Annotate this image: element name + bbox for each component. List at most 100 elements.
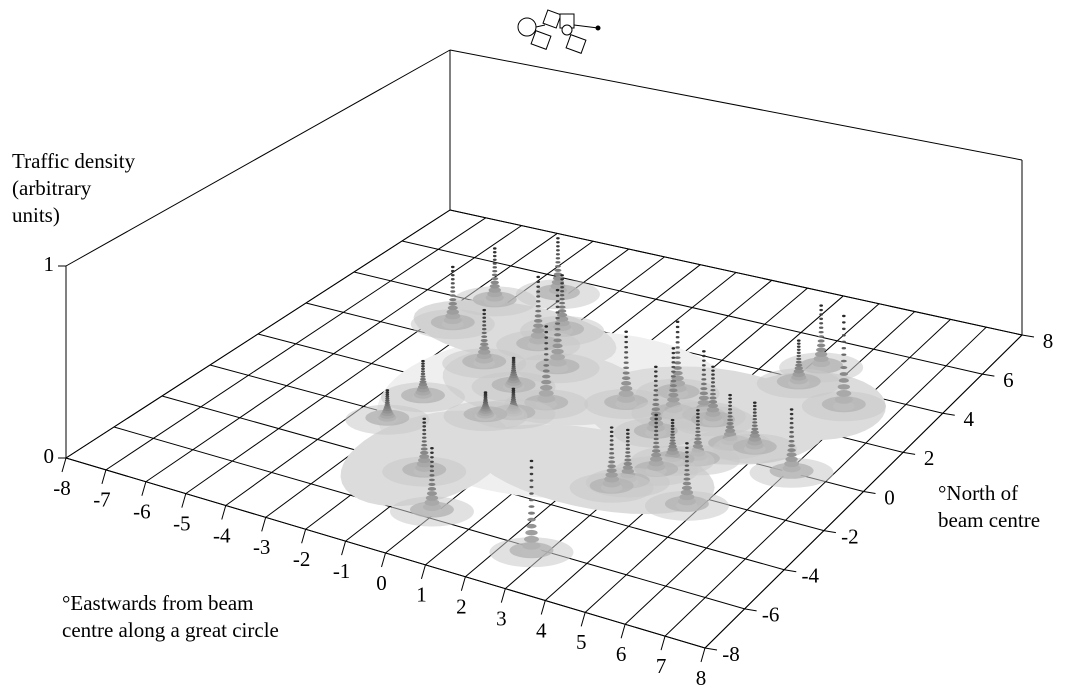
peak-ring	[685, 442, 689, 444]
y-axis-title: beam centre	[938, 508, 1040, 532]
peak-ring	[479, 346, 489, 351]
x-tick-label: -3	[253, 535, 271, 559]
peak-ring	[836, 390, 851, 397]
x-tick	[421, 565, 425, 579]
peak-ring	[556, 295, 560, 297]
peak-ring	[653, 442, 659, 445]
peak-ring	[544, 342, 548, 344]
peak-ring	[430, 470, 434, 472]
peak-ring	[624, 336, 628, 338]
peak-ring	[556, 300, 560, 302]
peak-ring	[671, 361, 675, 363]
peak-ring	[626, 448, 630, 450]
y-tick-label: -4	[802, 564, 820, 588]
peak-ring	[626, 429, 630, 431]
z-axis-title: Traffic density	[12, 149, 136, 173]
peak-ring	[536, 276, 540, 278]
peak-ring	[536, 300, 540, 302]
peak-ring	[695, 434, 701, 437]
y-tick	[705, 648, 717, 650]
peak-ring	[420, 378, 426, 381]
peak-ring	[696, 409, 700, 411]
peak-ring	[536, 295, 540, 297]
peak-ring	[842, 321, 846, 323]
x-tick	[501, 589, 505, 603]
peak-ring	[421, 370, 425, 372]
peak-ring	[491, 281, 499, 285]
peak-ring	[672, 352, 676, 354]
peak-ring	[700, 387, 707, 390]
peak-ring	[751, 430, 759, 434]
x-tick	[182, 494, 186, 508]
peak-ring	[796, 358, 801, 360]
peak-ring	[560, 282, 564, 284]
peak-ring	[530, 466, 534, 468]
peak-ring	[702, 364, 706, 366]
peak-ring	[607, 468, 617, 473]
peak-ring	[797, 349, 801, 351]
peak-ring	[539, 390, 554, 397]
peak-ring	[667, 397, 679, 403]
peak-ring	[696, 416, 700, 418]
peak-ring	[624, 351, 628, 353]
x-tick	[342, 541, 346, 555]
peak-ring	[553, 338, 561, 342]
peak-ring	[675, 351, 680, 353]
peak-ring	[624, 346, 628, 348]
peak-ring	[835, 396, 853, 404]
satellite-icon	[518, 10, 600, 53]
peak-ring	[493, 259, 497, 261]
peak-ring	[685, 460, 689, 462]
peak-ring	[422, 433, 426, 435]
peak-ring	[451, 282, 455, 284]
peak-ring	[556, 257, 560, 259]
x-tick-label: 7	[656, 654, 667, 678]
peak-ring	[421, 444, 427, 447]
peak-ring	[555, 265, 561, 268]
peak-ring	[385, 398, 389, 400]
peak-ring	[420, 375, 425, 377]
peak-ring	[698, 400, 710, 406]
peak-ring	[534, 319, 542, 323]
peak-ring	[482, 332, 487, 334]
peak-ring	[694, 437, 701, 440]
peak-ring	[711, 373, 715, 375]
peak-ring	[676, 326, 680, 328]
x-tick	[701, 648, 705, 662]
peak-ring	[530, 460, 534, 462]
peak-ring	[700, 391, 708, 395]
x-tick	[621, 624, 625, 638]
peak-ring	[512, 388, 516, 390]
peak-ring	[817, 344, 825, 348]
peak-ring	[482, 313, 486, 315]
peak-ring	[710, 393, 716, 396]
peak-ring	[386, 389, 390, 391]
peak-ring	[702, 359, 706, 361]
peak-ring	[841, 353, 846, 355]
y-tick	[943, 413, 955, 415]
peak-ring	[682, 486, 692, 491]
peak-ring	[385, 400, 389, 402]
peak-ring	[789, 431, 793, 433]
y-tick	[1022, 335, 1034, 337]
peak-ring	[626, 436, 630, 438]
peak-ring	[711, 381, 715, 383]
peak-ring	[795, 366, 803, 370]
y-axis-title: °North of	[938, 481, 1018, 505]
peak-ring	[819, 331, 824, 333]
peak-ring	[652, 407, 660, 411]
peak-ring	[422, 440, 427, 442]
peak-ring	[654, 389, 658, 391]
peak-ring	[560, 286, 564, 288]
x-tick-label: -8	[53, 476, 71, 500]
x-tick	[541, 601, 545, 615]
peak-ring	[493, 262, 497, 264]
x-tick	[382, 553, 386, 567]
peak-ring	[840, 366, 847, 369]
peak-ring	[752, 424, 758, 427]
peak-ring	[540, 385, 552, 391]
peak-ring	[795, 364, 802, 367]
peak-ring	[624, 458, 631, 461]
peak-ring	[753, 401, 757, 403]
peak-ring	[527, 518, 535, 522]
